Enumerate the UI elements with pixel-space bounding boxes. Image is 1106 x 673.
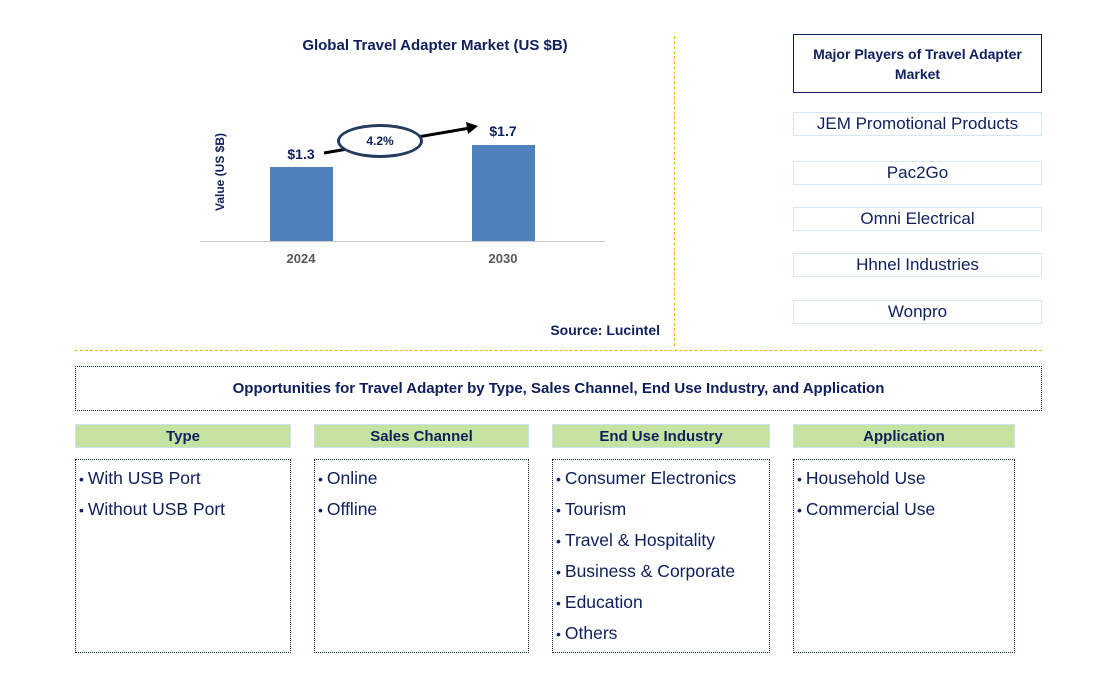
player-item: Wonpro bbox=[793, 300, 1042, 324]
bar-2030 bbox=[472, 145, 535, 241]
list-item-text: Without USB Port bbox=[87, 499, 226, 519]
source-label: Source: Lucintel bbox=[550, 322, 660, 338]
list-item-text: Tourism bbox=[564, 499, 627, 519]
list-item-text: Business & Corporate bbox=[564, 561, 736, 581]
list-item-text: Commercial Use bbox=[805, 499, 936, 519]
bullet-icon: • bbox=[556, 595, 561, 611]
category-header-sales-channel: Sales Channel bbox=[314, 424, 529, 448]
list-item-text: Others bbox=[564, 623, 618, 643]
list-item-text: Household Use bbox=[805, 468, 926, 488]
bullet-icon: • bbox=[318, 502, 323, 518]
category-list-type: • With USB Port • Without USB Port bbox=[75, 459, 291, 653]
bullet-icon: • bbox=[79, 471, 84, 487]
cagr-badge: 4.2% bbox=[337, 124, 423, 158]
list-item: • Education bbox=[556, 587, 769, 618]
list-item: • Without USB Port bbox=[79, 494, 290, 525]
list-item-text: Offline bbox=[326, 499, 378, 519]
list-item-text: Travel & Hospitality bbox=[564, 530, 715, 550]
list-item: • Tourism bbox=[556, 494, 769, 525]
players-title: Major Players of Travel Adapter Market bbox=[793, 34, 1042, 93]
list-item-text: Online bbox=[326, 468, 378, 488]
bullet-icon: • bbox=[556, 564, 561, 580]
list-item: • Online bbox=[318, 463, 528, 494]
category-list-end-use-industry: • Consumer Electronics • Tourism • Travel &… bbox=[552, 459, 770, 653]
horizontal-divider bbox=[75, 350, 1042, 351]
player-item: Pac2Go bbox=[793, 161, 1042, 185]
player-item: Omni Electrical bbox=[793, 207, 1042, 231]
category-list-application: • Household Use • Commercial Use bbox=[793, 459, 1015, 653]
category-header-type: Type bbox=[75, 424, 291, 448]
list-item: • Travel & Hospitality bbox=[556, 525, 769, 556]
bullet-icon: • bbox=[797, 471, 802, 487]
list-item-text: Consumer Electronics bbox=[564, 468, 737, 488]
list-item: • Consumer Electronics bbox=[556, 463, 769, 494]
chart-title: Global Travel Adapter Market (US $B) bbox=[302, 37, 568, 54]
bullet-icon: • bbox=[318, 471, 323, 487]
list-item: • Household Use bbox=[797, 463, 1014, 494]
bar-value-label-2024: $1.3 bbox=[287, 146, 315, 162]
bar-value-label-2030: $1.7 bbox=[489, 123, 517, 139]
bullet-icon: • bbox=[797, 502, 802, 518]
list-item: • With USB Port bbox=[79, 463, 290, 494]
bullet-icon: • bbox=[556, 471, 561, 487]
vertical-divider bbox=[674, 36, 675, 346]
list-item: • Business & Corporate bbox=[556, 556, 769, 587]
x-axis-line bbox=[200, 241, 605, 242]
bar-2024 bbox=[270, 167, 333, 241]
x-tick-2024: 2024 bbox=[286, 251, 316, 266]
bullet-icon: • bbox=[79, 502, 84, 518]
x-tick-2030: 2030 bbox=[488, 251, 518, 266]
category-list-sales-channel: • Online • Offline bbox=[314, 459, 529, 653]
player-item: JEM Promotional Products bbox=[793, 112, 1042, 136]
opportunities-title: Opportunities for Travel Adapter by Type… bbox=[75, 366, 1042, 411]
y-axis-label: Value (US $B) bbox=[213, 132, 227, 212]
category-header-end-use-industry: End Use Industry bbox=[552, 424, 770, 448]
list-item: • Commercial Use bbox=[797, 494, 1014, 525]
list-item-text: Education bbox=[564, 592, 643, 612]
list-item: • Offline bbox=[318, 494, 528, 525]
category-header-application: Application bbox=[793, 424, 1015, 448]
bullet-icon: • bbox=[556, 626, 561, 642]
bullet-icon: • bbox=[556, 502, 561, 518]
bullet-icon: • bbox=[556, 533, 561, 549]
list-item-text: With USB Port bbox=[87, 468, 201, 488]
player-item: Hhnel Industries bbox=[793, 253, 1042, 277]
list-item: • Others bbox=[556, 618, 769, 649]
